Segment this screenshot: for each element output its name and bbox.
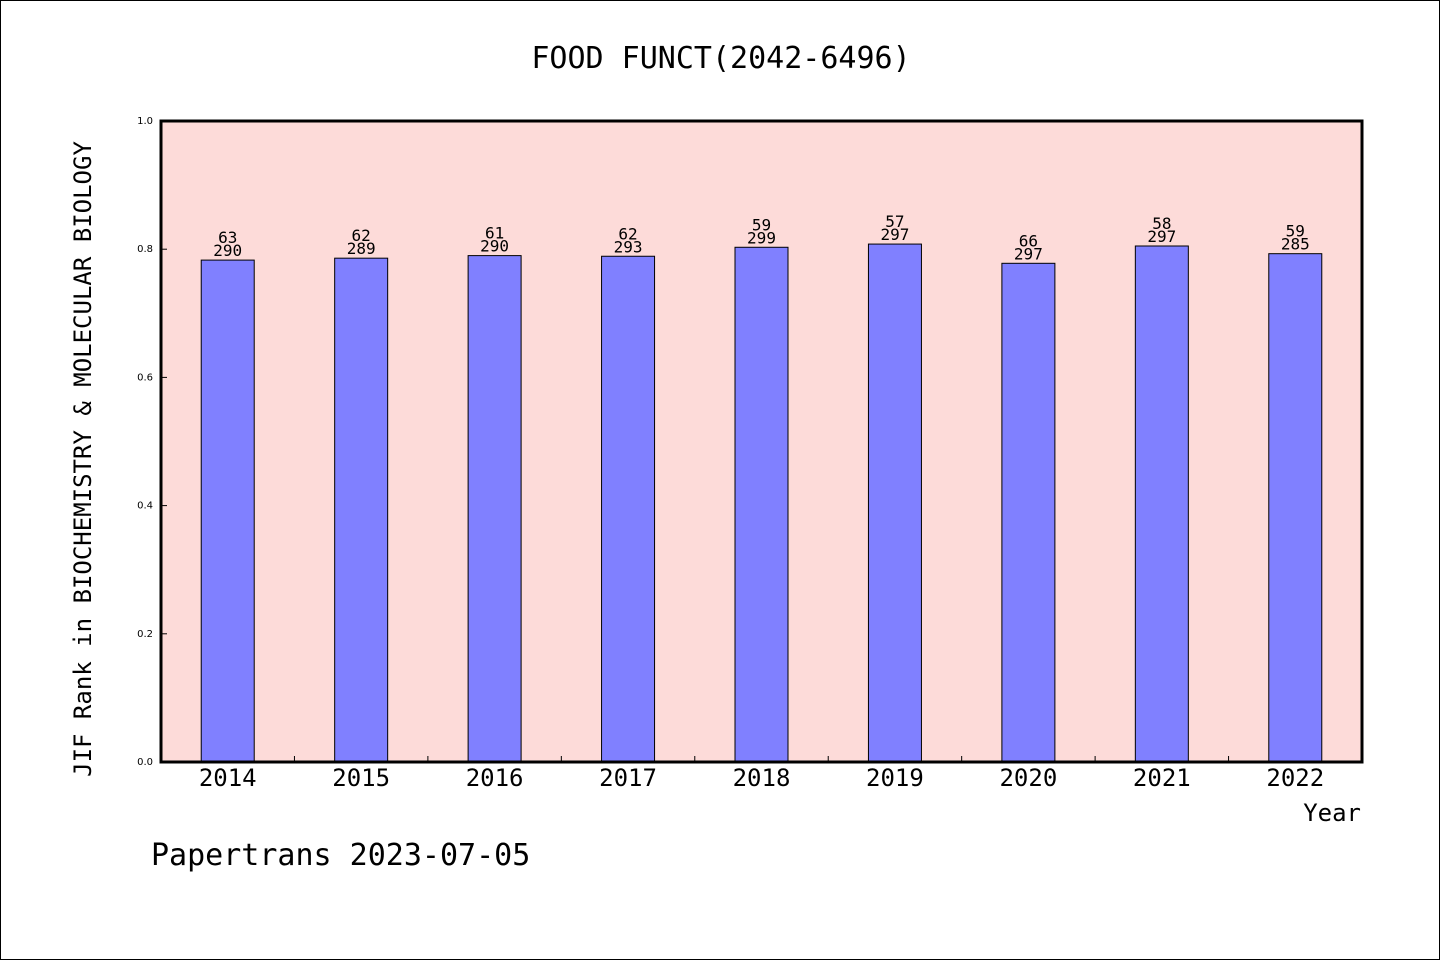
bar-2017 — [601, 255, 656, 763]
rank-label-2021: 58 — [1152, 214, 1171, 233]
total-label-2016: 290 — [480, 237, 509, 256]
total-label-2022: 285 — [1281, 235, 1310, 254]
rank-label-2022: 59 — [1286, 222, 1305, 241]
rank-label-2019: 57 — [885, 212, 904, 231]
bar-2014 — [200, 259, 255, 763]
bar-2020 — [1001, 262, 1056, 763]
total-label-2019: 297 — [880, 225, 909, 244]
x-tick-label-2020: 2020 — [999, 764, 1057, 792]
y-tick-label-0.6: 0.6 — [137, 372, 153, 383]
rank-label-2018: 59 — [752, 215, 771, 234]
rank-label-2016: 61 — [485, 224, 504, 243]
x-tick-label-2021: 2021 — [1133, 764, 1191, 792]
total-label-2018: 299 — [747, 228, 776, 247]
bar-2015 — [334, 257, 389, 763]
bar-2022 — [1268, 253, 1323, 763]
y-tick-label-0.4: 0.4 — [137, 501, 153, 512]
y-axis-label: JIF Rank in BIOCHEMISTRY & MOLECULAR BIO… — [69, 141, 97, 777]
bar-2019 — [867, 243, 922, 763]
y-tick-label-0.8: 0.8 — [137, 244, 153, 255]
rank-label-2017: 62 — [618, 224, 637, 243]
labels-layer: 6329020146228920156129020166229320175929… — [137, 116, 1324, 792]
y-tick-label-0.2: 0.2 — [137, 629, 153, 640]
x-tick-label-2014: 2014 — [199, 764, 257, 792]
total-label-2020: 297 — [1014, 244, 1043, 263]
rank-label-2020: 66 — [1019, 231, 1038, 250]
total-label-2017: 293 — [614, 237, 643, 256]
total-label-2021: 297 — [1147, 227, 1176, 246]
footer-text: Papertrans 2023-07-05 — [151, 838, 530, 873]
x-tick-label-2016: 2016 — [466, 764, 524, 792]
x-tick-label-2015: 2015 — [332, 764, 390, 792]
bar-2016 — [467, 255, 522, 763]
x-tick-label-2018: 2018 — [733, 764, 791, 792]
x-tick-label-2017: 2017 — [599, 764, 657, 792]
rank-label-2015: 62 — [352, 226, 371, 245]
bar-2018 — [734, 246, 789, 763]
total-label-2015: 289 — [347, 239, 376, 258]
chart-title: FOOD FUNCT(2042-6496) — [531, 41, 910, 76]
y-tick-label-1.0: 1.0 — [137, 116, 153, 127]
rank-label-2014: 63 — [218, 228, 237, 247]
x-axis-label: Year — [1303, 799, 1361, 827]
x-tick-label-2022: 2022 — [1266, 764, 1324, 792]
plot-frame — [159, 119, 1364, 764]
bar-2021 — [1134, 245, 1189, 763]
total-label-2014: 290 — [213, 241, 242, 260]
y-tick-label-0.0: 0.0 — [137, 757, 153, 768]
bars-layer — [200, 243, 1323, 763]
x-tick-label-2019: 2019 — [866, 764, 924, 792]
